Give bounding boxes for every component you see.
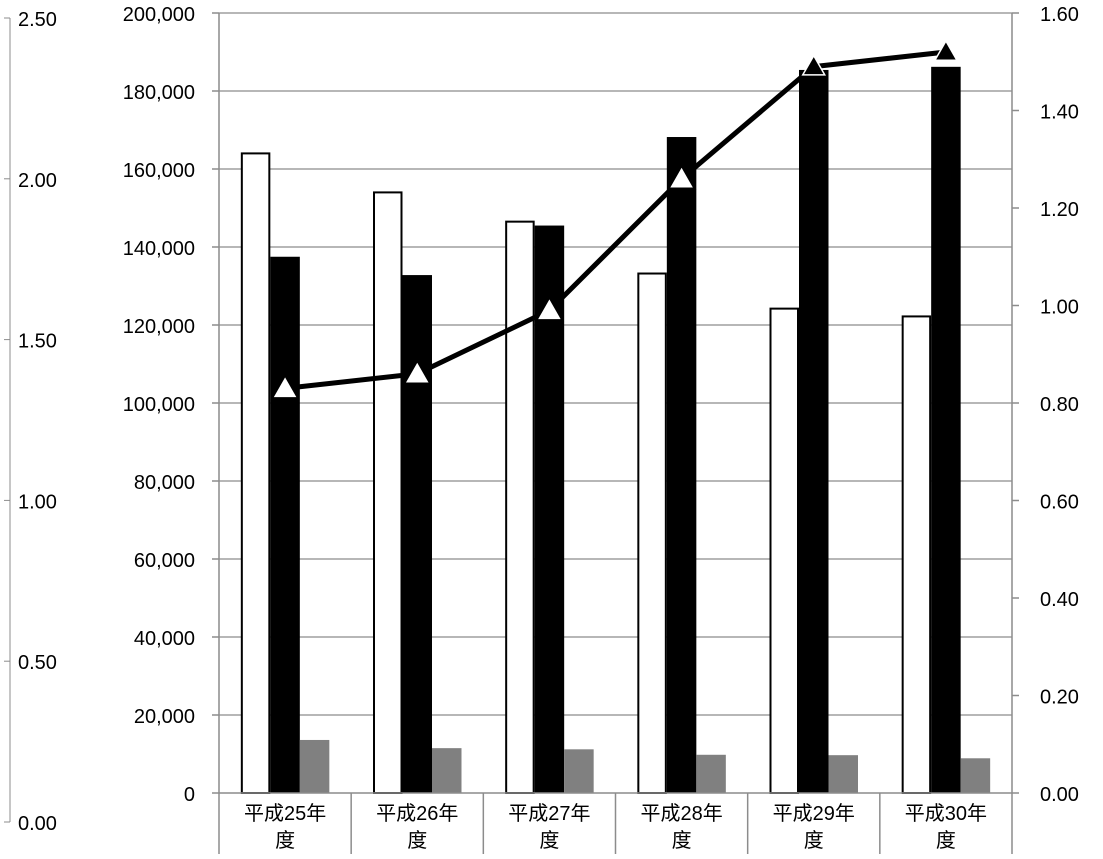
category-label: 平成26年 — [376, 802, 458, 825]
left-axis-tick-label: 180,000 — [123, 82, 195, 104]
category-label: 度 — [275, 829, 295, 852]
gridlines — [219, 12, 1012, 716]
bar — [402, 275, 432, 794]
bar — [564, 749, 594, 793]
line-point — [270, 373, 300, 400]
line-point — [933, 39, 959, 61]
category-label: 平成29年 — [773, 802, 855, 825]
right-axis-tick-label: 0.80 — [1040, 394, 1079, 416]
bar — [799, 69, 829, 793]
category-label: 度 — [539, 829, 559, 852]
category-label: 平成28年 — [640, 802, 722, 825]
left-axis-tick-label: 160,000 — [123, 160, 195, 182]
bar — [960, 758, 991, 793]
right-axis-tick-label: 0.40 — [1040, 589, 1079, 611]
right-axis-tick-label: 0.20 — [1040, 687, 1079, 709]
outer-axis-tick-label: 0.00 — [18, 813, 57, 835]
outer-axis-tick-label: 1.50 — [18, 331, 57, 353]
axes — [4, 12, 1019, 854]
ratio-line — [284, 49, 947, 391]
line-series — [270, 39, 959, 400]
right-axis-tick-label: 0.00 — [1040, 784, 1079, 806]
outer-axis-tick-label: 2.00 — [18, 170, 57, 192]
category-label: 平成30年 — [905, 802, 987, 825]
outer-axis-tick-label: 2.50 — [18, 9, 57, 31]
category-label: 度 — [804, 829, 824, 852]
bar — [270, 256, 300, 793]
left-axis-tick-label: 0 — [184, 784, 195, 806]
right-axis-tick-label: 1.20 — [1040, 199, 1079, 221]
bars — [240, 66, 991, 794]
bar — [931, 66, 961, 793]
line-point — [534, 295, 565, 322]
left-axis-tick-label: 80,000 — [134, 472, 195, 494]
bar — [432, 748, 462, 793]
outer-axis-tick-label: 0.50 — [18, 652, 57, 674]
right-axis-tick-label: 1.00 — [1040, 297, 1079, 319]
tick-labels: 0 20,000 40,000 60,000 80,000 100,000 120,000 1… — [18, 4, 1079, 852]
category-label: 度 — [936, 829, 956, 852]
category-label: 平成25年 — [244, 802, 326, 825]
bar — [666, 137, 697, 793]
left-axis-tick-label: 40,000 — [134, 628, 195, 650]
right-axis-tick-label: 0.60 — [1040, 492, 1079, 514]
line-point — [666, 163, 697, 190]
bar — [240, 152, 271, 794]
bar — [299, 739, 330, 793]
bar — [637, 272, 667, 794]
bar — [696, 754, 726, 793]
category-label: 平成27年 — [508, 802, 590, 825]
right-axis-tick-label: 1.60 — [1040, 4, 1079, 26]
left-axis-tick-label: 20,000 — [134, 706, 195, 728]
left-axis-tick-label: 140,000 — [123, 238, 195, 260]
left-axis-tick-label: 120,000 — [123, 316, 195, 338]
left-axis-tick-label: 100,000 — [123, 394, 195, 416]
left-axis-tick-label: 60,000 — [134, 550, 195, 572]
bar — [373, 191, 403, 794]
category-label: 度 — [407, 829, 427, 852]
line-point — [402, 358, 432, 385]
outer-axis-tick-label: 1.00 — [18, 491, 57, 513]
bar — [828, 755, 858, 793]
category-label: 度 — [672, 829, 692, 852]
right-axis-tick-label: 1.40 — [1040, 102, 1079, 124]
line-point — [801, 54, 827, 76]
bar — [901, 315, 932, 794]
bar — [505, 220, 535, 794]
bar — [769, 307, 799, 794]
left-axis-tick-label: 200,000 — [123, 4, 195, 26]
